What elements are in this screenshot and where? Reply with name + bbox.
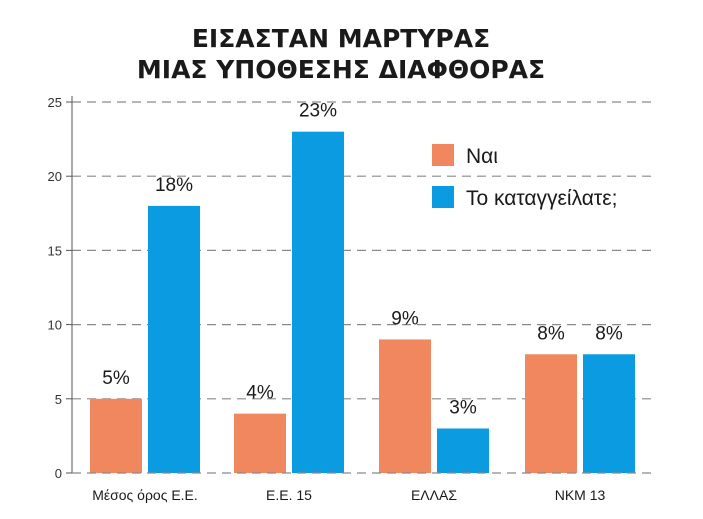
x-axis: Μέσος όρος Ε.Ε. Ε.Ε. 15 ΕΛΛΑΣ ΝΚΜ 13 bbox=[72, 472, 652, 503]
legend-label: Το καταγγείλατε; bbox=[466, 187, 617, 210]
legend-swatch bbox=[432, 144, 454, 166]
data-labels: 5% 4% 9% 8% 18% 23% 3% 8% bbox=[102, 101, 623, 419]
bar-nai-0 bbox=[90, 398, 142, 473]
y-tick-label: 20 bbox=[48, 169, 62, 184]
chart-title-line-1: ΕΙΣΑΣΤΑΝ ΜΑΡΤΥΡΑΣ bbox=[192, 24, 490, 53]
x-tick-label: ΕΛΛΑΣ bbox=[411, 487, 457, 503]
chart-title-line-2: ΜΙΑΣ ΥΠΟΘΕΣΗΣ ΔΙΑΦΘΟΡΑΣ bbox=[137, 55, 545, 84]
data-label: 18% bbox=[155, 175, 193, 196]
data-label: 8% bbox=[595, 323, 623, 344]
bar-nai-1 bbox=[234, 413, 286, 473]
legend-label: Ναι bbox=[466, 145, 498, 168]
data-label: 4% bbox=[246, 383, 274, 404]
y-axis: 0 5 10 15 20 25 bbox=[48, 95, 73, 481]
chart-title: ΕΙΣΑΣΤΑΝ ΜΑΡΤΥΡΑΣ ΜΙΑΣ ΥΠΟΘΕΣΗΣ ΔΙΑΦΘΟΡΑ… bbox=[137, 24, 545, 84]
bar-katangeilate-2 bbox=[437, 428, 489, 473]
y-tick-label: 10 bbox=[48, 318, 62, 333]
data-label: 23% bbox=[299, 101, 337, 122]
y-tick-label: 0 bbox=[55, 466, 62, 481]
x-tick-label: Μέσος όρος Ε.Ε. bbox=[92, 487, 198, 503]
x-tick-label: ΝΚΜ 13 bbox=[555, 487, 606, 503]
y-tick-label: 25 bbox=[48, 95, 62, 110]
bar-nai-2 bbox=[379, 339, 431, 473]
data-label: 8% bbox=[537, 323, 565, 344]
x-tick-label: Ε.Ε. 15 bbox=[266, 487, 312, 503]
y-tick-label: 5 bbox=[55, 392, 62, 407]
bars bbox=[90, 131, 635, 473]
bar-nai-3 bbox=[525, 354, 577, 473]
bar-katangeilate-1 bbox=[292, 131, 344, 473]
bar-katangeilate-3 bbox=[583, 354, 635, 473]
data-label: 3% bbox=[449, 397, 477, 418]
legend-swatch bbox=[432, 186, 454, 208]
bar-katangeilate-0 bbox=[148, 205, 200, 473]
y-tick-label: 15 bbox=[48, 243, 62, 258]
data-label: 5% bbox=[102, 368, 130, 389]
legend: Ναι Το καταγγείλατε; bbox=[432, 144, 617, 210]
data-label: 9% bbox=[391, 308, 419, 329]
